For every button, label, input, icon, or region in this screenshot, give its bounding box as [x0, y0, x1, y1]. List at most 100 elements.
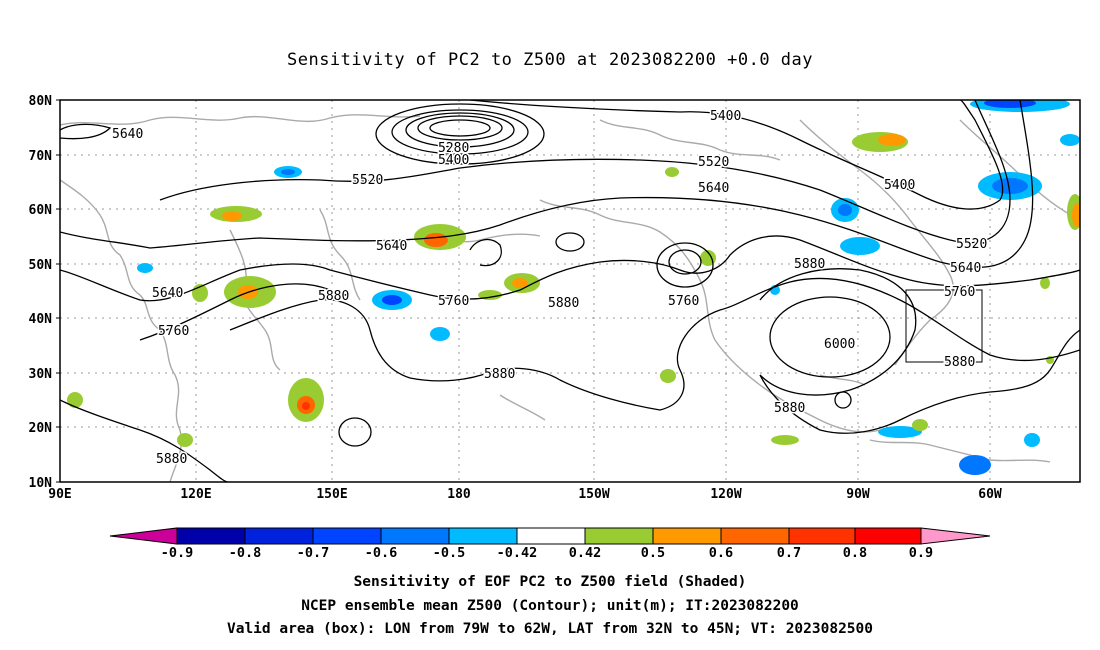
lat-label: 80N — [29, 94, 53, 109]
contour-label: 5760 — [668, 294, 699, 309]
colorbar-tick: 0.42 — [569, 545, 602, 560]
colorbar-cell — [720, 527, 790, 545]
lat-label: 50N — [29, 258, 53, 273]
colorbar-cell — [109, 527, 178, 545]
shade-blob — [878, 134, 906, 146]
shade-blob — [840, 237, 880, 255]
sensitivity-shading — [67, 100, 1080, 475]
shade-blob — [660, 369, 676, 383]
colorbar-tick: 0.7 — [777, 545, 801, 560]
contour-label: 5880 — [156, 452, 187, 467]
shade-blob — [992, 178, 1028, 194]
shade-blob — [771, 435, 799, 445]
shade-blob — [959, 455, 991, 475]
lon-label: 150W — [578, 487, 609, 502]
contour-label: 5400 — [438, 153, 469, 168]
contour-label: 5640 — [112, 127, 143, 142]
contour-label: 5640 — [950, 261, 981, 276]
colorbar — [109, 527, 991, 545]
shade-blob — [1040, 277, 1050, 289]
colorbar-cell — [448, 527, 518, 545]
contour-label: 5760 — [158, 324, 189, 339]
lon-axis-labels: 90E 120E 150E 180 150W 120W 90W 60W — [48, 487, 1002, 502]
caption-line-1: Sensitivity of EOF PC2 to Z500 field (Sh… — [353, 574, 747, 590]
colorbar-cell — [652, 527, 722, 545]
colorbar-tick: -0.42 — [497, 545, 538, 560]
contour-label: 5520 — [956, 237, 987, 252]
shade-blob — [67, 392, 83, 408]
shade-blob — [382, 295, 402, 305]
colorbar-tick: -0.8 — [229, 545, 262, 560]
contour-label: 5880 — [794, 257, 825, 272]
contour-label: 5520 — [352, 173, 383, 188]
shade-blob — [512, 278, 528, 288]
contour-label: 5640 — [152, 286, 183, 301]
shade-blob — [424, 233, 448, 247]
contour-label: 5880 — [774, 401, 805, 416]
contour-label: 5640 — [376, 239, 407, 254]
colorbar-cell — [380, 527, 450, 545]
colorbar-tick: 0.5 — [641, 545, 665, 560]
lon-label: 150E — [316, 487, 347, 502]
colorbar-ticks: -0.9 -0.8 -0.7 -0.6 -0.5 -0.42 0.42 0.5 … — [161, 545, 933, 560]
contour-label: 5400 — [884, 178, 915, 193]
shade-blob — [177, 433, 193, 447]
contour-label: 5400 — [710, 109, 741, 124]
shade-blob — [1024, 433, 1040, 447]
colorbar-cell — [788, 527, 856, 545]
shade-blob — [984, 100, 1036, 108]
caption-line-2: NCEP ensemble mean Z500 (Contour); unit(… — [301, 598, 799, 614]
lon-label: 90E — [48, 487, 71, 502]
lat-axis-labels: 80N 70N 60N 50N 40N 30N 20N 10N — [29, 94, 53, 491]
contour-label: 5280 — [438, 141, 469, 156]
shade-blob — [137, 263, 153, 273]
lat-label: 70N — [29, 149, 53, 164]
map-figure: 5640 5280 5400 5520 5400 5520 5640 5400 … — [29, 94, 1081, 560]
map-frame — [59, 99, 1081, 483]
colorbar-cell — [584, 527, 654, 545]
contour-label: 5880 — [548, 296, 579, 311]
colorbar-tick: -0.9 — [161, 545, 194, 560]
lat-label: 30N — [29, 367, 53, 382]
shade-blob — [1072, 203, 1080, 227]
colorbar-tick: -0.7 — [297, 545, 330, 560]
shade-blob — [878, 426, 922, 438]
shade-blob — [1060, 134, 1080, 146]
contour-label: 5760 — [438, 294, 469, 309]
colorbar-tick: -0.6 — [365, 545, 398, 560]
colorbar-cell — [176, 527, 246, 545]
colorbar-cell — [312, 527, 382, 545]
shade-blob — [281, 169, 295, 175]
shade-blob — [838, 204, 852, 216]
colorbar-tick: 0.8 — [843, 545, 867, 560]
contour-label: 5880 — [484, 367, 515, 382]
colorbar-tick: 0.9 — [909, 545, 933, 560]
contour-label: 5520 — [698, 155, 729, 170]
colorbar-cell — [854, 527, 922, 545]
colorbar-cell — [244, 527, 314, 545]
lat-label: 60N — [29, 203, 53, 218]
lat-label: 10N — [29, 476, 53, 491]
contour-label: 5880 — [318, 289, 349, 304]
lat-label: 20N — [29, 421, 53, 436]
lon-label: 120E — [180, 487, 211, 502]
contour-label: 5760 — [944, 285, 975, 300]
z500-contours — [60, 100, 1080, 482]
shade-blob — [302, 402, 310, 410]
lon-label: 90W — [846, 487, 870, 502]
shade-blob — [912, 419, 928, 431]
lat-label: 40N — [29, 312, 53, 327]
colorbar-tick: -0.5 — [433, 545, 466, 560]
map-title: Sensitivity of PC2 to Z500 at 2023082200… — [286, 50, 813, 70]
contour-label: 5640 — [698, 181, 729, 196]
caption-line-3: Valid area (box): LON from 79W to 62W, L… — [226, 621, 873, 637]
colorbar-cell — [516, 527, 586, 545]
contour-label: 5880 — [944, 355, 975, 370]
colorbar-cell — [920, 527, 991, 545]
shade-blob — [665, 167, 679, 177]
lon-label: 120W — [710, 487, 741, 502]
lon-label: 60W — [978, 487, 1002, 502]
shade-blob — [430, 327, 450, 341]
shade-blob — [222, 211, 242, 221]
lon-label: 180 — [447, 487, 471, 502]
